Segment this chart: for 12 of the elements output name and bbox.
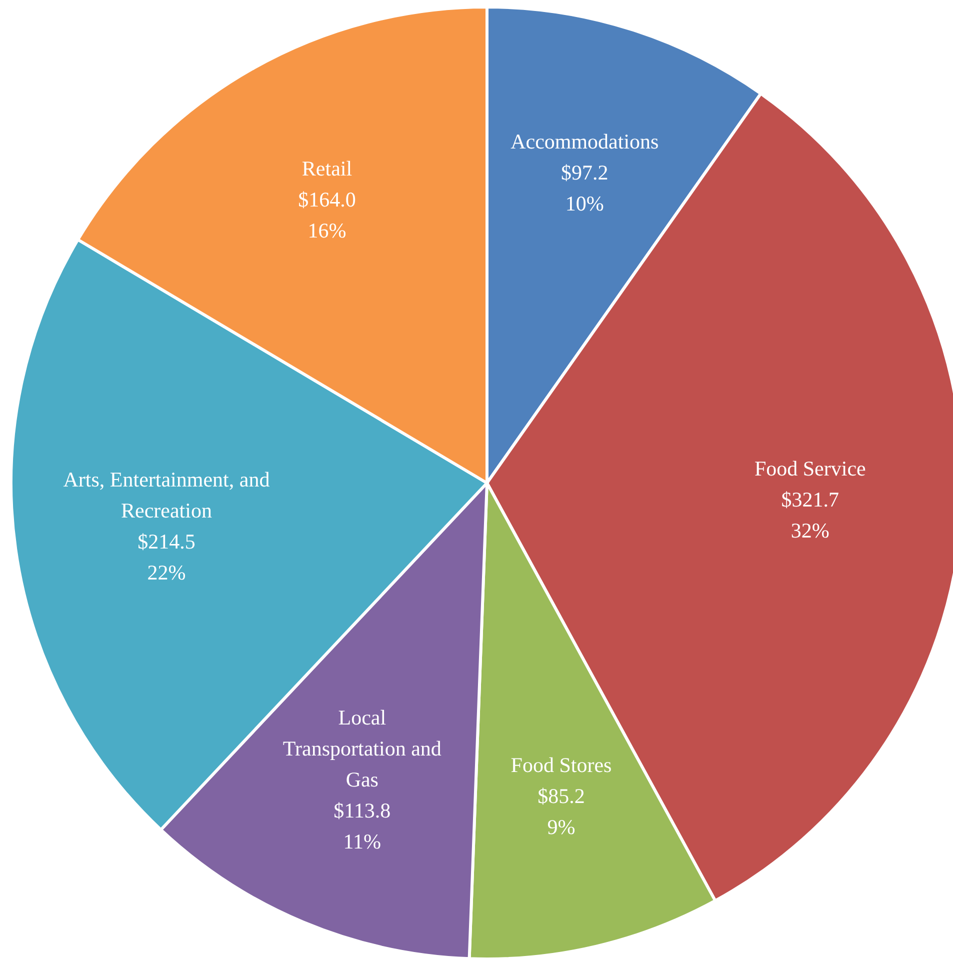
data-label: $85.2 9% xyxy=(538,784,585,839)
slice-label: Local Transportation and Gas xyxy=(282,705,442,792)
slice-label: Food Stores xyxy=(510,752,612,777)
data-label: $97.2 10% xyxy=(561,160,608,216)
data-label: $321.7 32% xyxy=(781,487,840,542)
slice-label: Food Service xyxy=(754,456,866,480)
data-label: $113.8 11% xyxy=(334,798,391,854)
slice-label: Accommodations xyxy=(510,129,659,154)
slice-label: Arts, Entertainment, and Recreation xyxy=(63,467,270,522)
data-label: $214.5 22% xyxy=(138,529,196,584)
slice-label: Retail xyxy=(302,156,352,180)
data-label: $164.0 16% xyxy=(298,187,356,242)
